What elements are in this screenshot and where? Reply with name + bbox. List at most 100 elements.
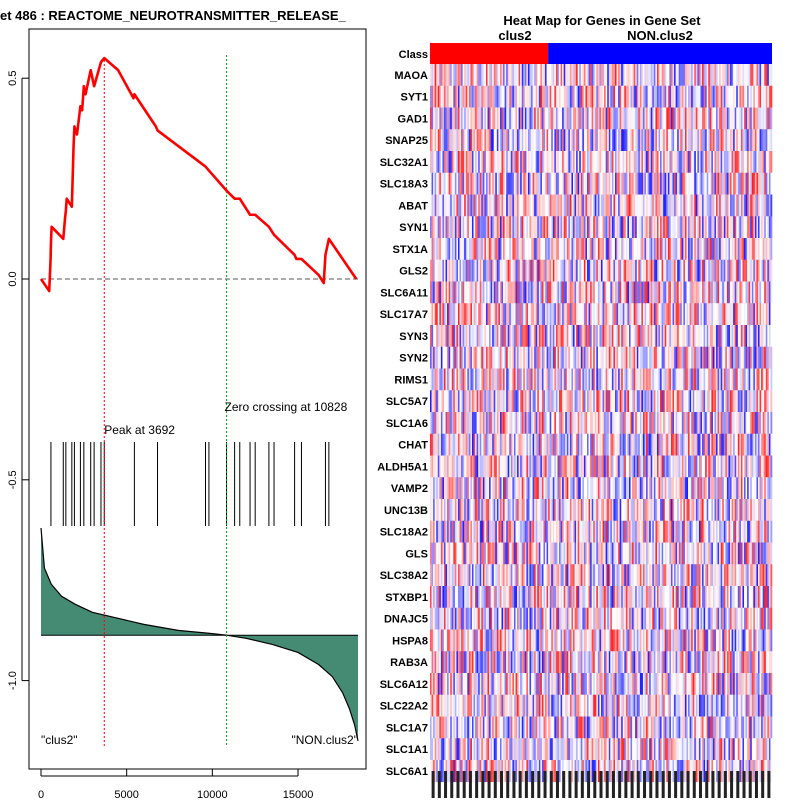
heatmap-cell [661,216,664,239]
heatmap-cell [582,412,585,435]
heatmap-cell [622,194,625,217]
heatmap-cell [434,325,437,348]
heatmap-cell [517,107,519,130]
heatmap-cell [534,129,537,152]
heatmap-cell [520,281,523,304]
heatmap-cell [552,64,555,87]
heatmap-cell [667,238,670,261]
heatmap-cell [554,455,557,478]
heatmap-cell [709,455,712,478]
heatmap-cell [535,64,538,87]
heatmap-cell [669,85,672,108]
heatmap-cell [681,194,684,217]
heatmap-cell [541,368,544,391]
heatmap-cell [565,194,568,217]
heatmap-cell [577,172,580,195]
heatmap-cell [487,107,490,130]
heatmap-cell [703,325,706,348]
heatmap-cell [559,455,561,478]
heatmap-cell [577,433,580,456]
heatmap-cell [719,281,721,304]
heatmap-cell [451,151,454,174]
heatmap-cell [593,238,596,261]
heatmap-cell [646,172,648,195]
heatmap-cell [462,238,465,261]
heatmap-cell [571,238,574,261]
heatmap-row [430,85,773,108]
heatmap-cell [510,368,513,391]
heatmap-cell [492,259,495,282]
heatmap-cell [537,303,540,326]
heatmap-cell [450,455,453,478]
heatmap-cell [475,194,477,217]
heatmap-cell [616,151,619,174]
gene-label: ABAT [398,200,428,212]
heatmap-cell [739,64,742,87]
heatmap-cell [568,281,571,304]
heatmap-cell [462,172,465,195]
heatmap-cell [688,85,690,108]
heatmap-cell [675,346,678,369]
heatmap-cell [549,64,552,87]
heatmap-cell [708,172,711,195]
heatmap-cell [510,64,513,87]
heatmap-cell [593,151,596,174]
heatmap-cell [624,346,627,369]
heatmap-cell [448,455,451,478]
heatmap-cell [580,368,583,391]
heatmap-cell [737,151,740,174]
heatmap-cell [588,238,591,261]
heatmap-cell [744,194,746,217]
heatmap-cell [442,281,445,304]
heatmap-cell [674,259,676,282]
heatmap-cell [576,64,578,87]
heatmap-cell [758,107,760,130]
heatmap-cell [759,216,762,239]
heatmap-cell [698,238,701,261]
heatmap-cell [642,281,645,304]
heatmap-cell [527,455,530,478]
heatmap-cell [459,281,462,304]
heatmap-cell [734,129,737,152]
heatmap-cell [751,303,754,326]
heatmap-cell [437,281,440,304]
heatmap-cell [692,151,695,174]
heatmap-cell [465,433,468,456]
heatmap-cell [517,368,519,391]
heatmap-cell [478,107,481,130]
heatmap-cell [703,107,706,130]
heatmap-cell [554,238,557,261]
heatmap-cell [596,64,599,87]
heatmap-cell [723,85,726,108]
heatmap-cell [562,390,564,413]
heatmap-cell [750,455,753,478]
heatmap-cell [644,194,647,217]
heatmap-cell [711,433,714,456]
heatmap-cell [649,368,652,391]
heatmap-cell [614,325,617,348]
heatmap-cell [705,85,708,108]
heatmap-cell [709,412,712,435]
heatmap-cell [504,85,507,108]
heatmap-cell [639,412,642,435]
heatmap-cell [601,151,603,174]
heatmap-cell [499,107,502,130]
heatmap-cell [479,64,482,87]
heatmap-cell [641,368,644,391]
heatmap-cell [622,325,625,348]
heatmap-cell [459,325,462,348]
heatmap-cell [447,368,449,391]
heatmap-cell [496,85,499,108]
heatmap-cell [442,107,445,130]
heatmap-cell [453,281,456,304]
heatmap-cell [742,259,745,282]
heatmap-cell [585,194,588,217]
heatmap-cell [557,216,560,239]
heatmap-cell [636,368,639,391]
heatmap-cell [485,368,488,391]
heatmap-cell [684,390,687,413]
heatmap-cell [557,281,560,304]
heatmap-cell [714,238,717,261]
heatmap-cell [535,390,538,413]
heatmap-cell [520,194,523,217]
